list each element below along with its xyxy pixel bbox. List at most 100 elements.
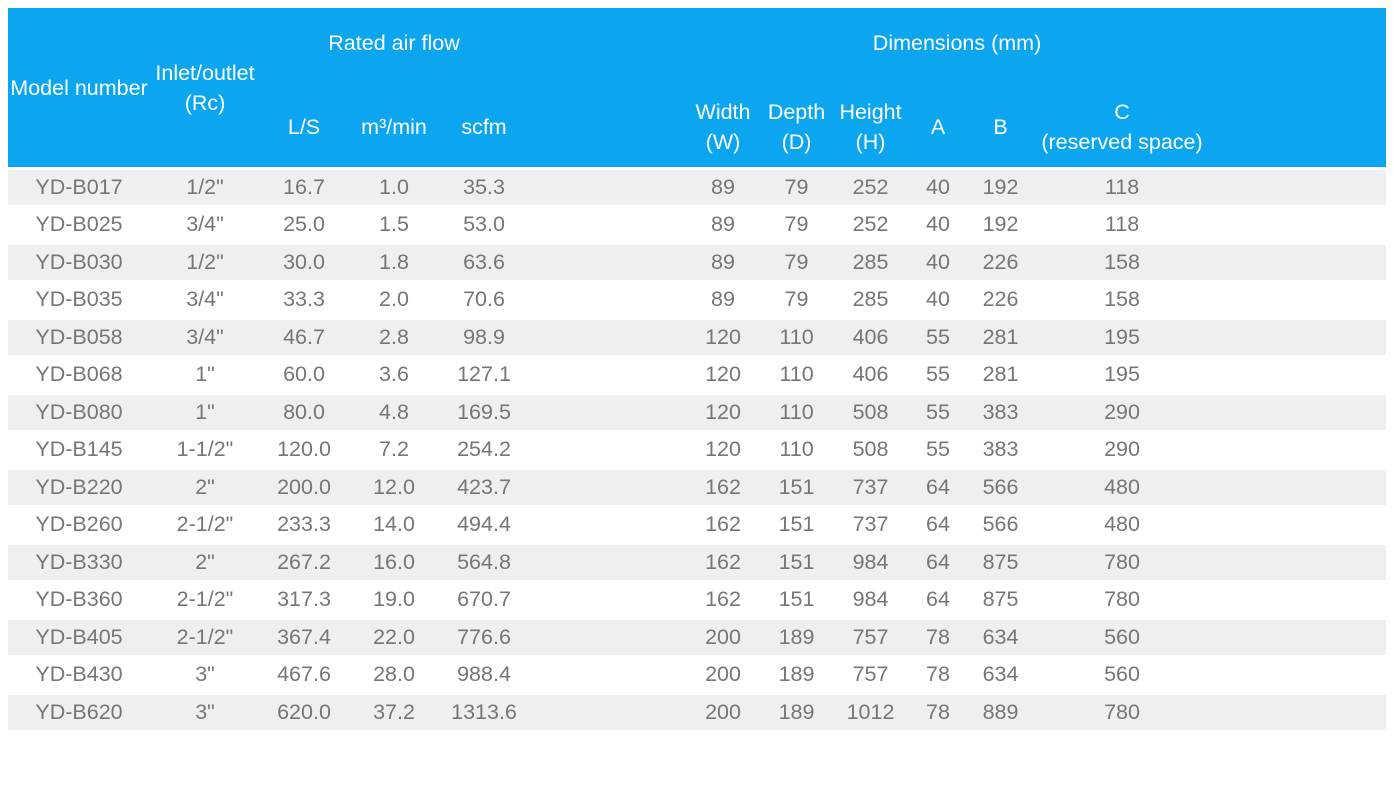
col-header-height: Height (H) [833,78,909,170]
cell-inlet-outlet-rc: 3/4" [150,282,260,320]
cell-scfm: 1313.6 [440,695,529,733]
table-row: YD-B145 1-1/2" 120.0 7.2 254.2 120 110 508 55 383… [8,432,1387,470]
col-header-depth-line2: (D) [781,129,812,154]
cell-inlet-outlet-rc: 1/2" [150,170,260,208]
table-row: YD-B430 3" 467.6 28.0 988.4 200 189 757 78 634 560 [8,657,1387,695]
col-header-a: A [908,78,969,170]
col-header-c-line1: C [1114,99,1130,124]
spacer-header-cell [528,78,687,170]
cell-b: 281 [968,357,1034,395]
cell-a: 40 [908,207,969,245]
cell-width-w: 162 [686,470,761,508]
cell-m3-min: 28.0 [348,657,440,695]
table-row: YD-B620 3" 620.0 37.2 1313.6 200 189 1012 78 889 7… [8,695,1387,733]
cell-l-s: 16.7 [260,170,348,208]
cell-m3-min: 12.0 [348,470,440,508]
cell-l-s: 467.6 [260,657,348,695]
group-header-dimensions: Dimensions (mm) [528,8,1387,78]
cell-depth-d: 79 [760,207,834,245]
cell-l-s: 267.2 [260,545,348,583]
cell-a: 55 [908,395,969,433]
cell-scfm: 564.8 [440,545,529,583]
cell-scfm: 169.5 [440,395,529,433]
col-header-model-number: Model number [8,8,150,170]
cell-model-number: YD-B405 [8,620,150,658]
cell-model-number: YD-B068 [8,357,150,395]
cell-inlet-outlet-rc: 1" [150,357,260,395]
cell-l-s: 317.3 [260,582,348,620]
cell-width-w: 120 [686,395,761,433]
cell-c-reserved-space: 290 [1033,395,1387,433]
cell-height-h: 508 [833,395,909,433]
cell-c-reserved-space: 780 [1033,695,1387,733]
cell-model-number: YD-B430 [8,657,150,695]
cell-model-number: YD-B030 [8,245,150,283]
table-row: YD-B405 2-1/2" 367.4 22.0 776.6 200 189 757 78 63… [8,620,1387,658]
cell-model-number: YD-B017 [8,170,150,208]
table-row: YD-B330 2" 267.2 16.0 564.8 162 151 984 64 875 780 [8,545,1387,583]
cell-inlet-outlet-rc: 1/2" [150,245,260,283]
cell-m3-min: 1.0 [348,170,440,208]
col-header-inlet-outlet: Inlet/outlet (Rc) [150,8,260,170]
table-row: YD-B035 3/4" 33.3 2.0 70.6 89 79 285 40 226 158 [8,282,1387,320]
cell-c-reserved-space: 560 [1033,657,1387,695]
cell-c-reserved-space: 195 [1033,320,1387,358]
cell-l-s: 620.0 [260,695,348,733]
spacer-cell [528,282,687,320]
cell-scfm: 98.9 [440,320,529,358]
cell-model-number: YD-B058 [8,320,150,358]
table-row: YD-B025 3/4" 25.0 1.5 53.0 89 79 252 40 192 118 [8,207,1387,245]
spacer-cell [528,657,687,695]
header-sub-row: L/S m³/min scfm Width (W) Depth (D) Heig… [8,78,1387,170]
cell-l-s: 200.0 [260,470,348,508]
cell-model-number: YD-B260 [8,507,150,545]
header-group-row: Model number Inlet/outlet (Rc) Rated air… [8,8,1387,170]
cell-height-h: 252 [833,170,909,208]
cell-m3-min: 14.0 [348,507,440,545]
spacer-cell [528,545,687,583]
cell-scfm: 53.0 [440,207,529,245]
cell-inlet-outlet-rc: 3/4" [150,320,260,358]
cell-m3-min: 37.2 [348,695,440,733]
cell-b: 875 [968,582,1034,620]
col-header-height-line1: Height [839,99,902,124]
cell-a: 55 [908,432,969,470]
cell-c-reserved-space: 118 [1033,207,1387,245]
cell-a: 64 [908,582,969,620]
cell-l-s: 33.3 [260,282,348,320]
cell-height-h: 508 [833,432,909,470]
cell-depth-d: 189 [760,620,834,658]
cell-height-h: 406 [833,357,909,395]
cell-depth-d: 151 [760,507,834,545]
cell-b: 383 [968,432,1034,470]
cell-l-s: 367.4 [260,620,348,658]
cell-model-number: YD-B360 [8,582,150,620]
cell-model-number: YD-B025 [8,207,150,245]
cell-scfm: 494.4 [440,507,529,545]
cell-depth-d: 151 [760,545,834,583]
cell-a: 55 [908,320,969,358]
cell-width-w: 162 [686,545,761,583]
cell-m3-min: 7.2 [348,432,440,470]
cell-depth-d: 110 [760,357,834,395]
cell-width-w: 120 [686,320,761,358]
cell-height-h: 984 [833,582,909,620]
cell-width-w: 162 [686,507,761,545]
spacer-cell [528,582,687,620]
cell-b: 226 [968,282,1034,320]
cell-depth-d: 151 [760,582,834,620]
product-spec-table: Model number Inlet/outlet (Rc) Rated air… [8,8,1387,733]
cell-height-h: 737 [833,507,909,545]
cell-model-number: YD-B035 [8,282,150,320]
cell-height-h: 737 [833,470,909,508]
col-header-ls: L/S [260,78,348,170]
cell-b: 875 [968,545,1034,583]
cell-m3-min: 19.0 [348,582,440,620]
cell-c-reserved-space: 158 [1033,282,1387,320]
cell-b: 634 [968,620,1034,658]
col-header-c-line2: (reserved space) [1041,129,1203,154]
cell-scfm: 63.6 [440,245,529,283]
spacer-cell [528,620,687,658]
cell-inlet-outlet-rc: 2-1/2" [150,620,260,658]
cell-b: 634 [968,657,1034,695]
